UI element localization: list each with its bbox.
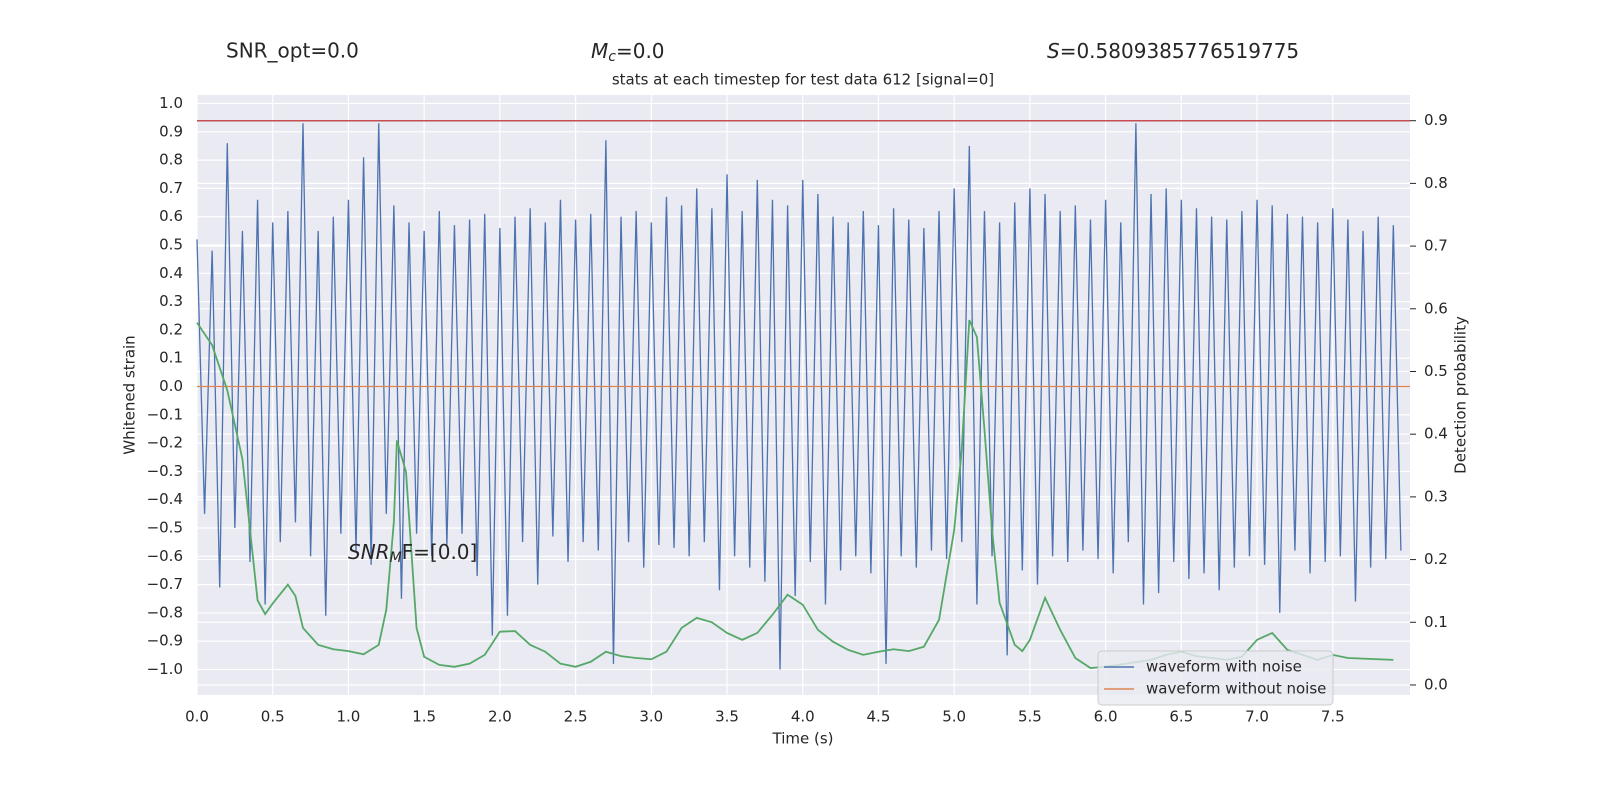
legend-box [1097,650,1334,706]
x-tick-label: 4.5 [867,708,891,726]
series-line [196,123,1402,670]
x-tick-label: 5.0 [942,708,966,726]
annotation-symbol: M [591,39,608,63]
y-axis-label: Whitened strain [121,335,139,454]
x-tick-label: 7.0 [1245,708,1269,726]
y2-tick-label: 0.6 [1424,299,1448,317]
annotation-text: =0.5809385776519775 [1060,39,1299,63]
chart-title: stats at each timestep for test data 612… [612,71,994,89]
x-tick-label: 1.0 [337,708,361,726]
y-tick-label: 0.6 [159,207,183,225]
legend-label: waveform without noise [1146,680,1326,698]
annotation: S=0.5809385776519775 [1047,39,1299,63]
y2-tick-label: 0.8 [1424,174,1448,192]
x-tick-label: 5.5 [1018,708,1042,726]
y-tick-label: 0.2 [159,320,183,338]
x-tick-label: 7.5 [1321,708,1345,726]
y-tick-label: 0.7 [159,179,183,197]
legend-label: waveform with noise [1146,658,1302,676]
y-tick-label: −0.5 [147,519,183,537]
y-tick-label: −0.4 [147,490,183,508]
x-tick-label: 2.5 [564,708,588,726]
annotation-sub: c [608,49,616,65]
annotation-symbol: SNR [348,540,390,564]
annotation-text: =0.0 [616,39,665,63]
y2-tick-label: 0.7 [1424,237,1448,255]
x-tick-label: 3.5 [715,708,739,726]
annotation-sub: M [390,550,402,566]
y-tick-label: −0.3 [147,462,183,480]
y-tick-label: −0.2 [147,434,183,452]
y2-tick-label: 0.3 [1424,487,1448,505]
x-tick-label: 0.0 [185,708,209,726]
y-tick-label: −0.9 [147,632,183,650]
series-line [196,319,1394,669]
x-tick-label: 4.0 [791,708,815,726]
y2-tick-label: 0.1 [1424,613,1448,631]
y-tick-label: 0.9 [159,122,183,140]
y-tick-label: −0.7 [147,575,183,593]
x-axis-label: Time (s) [772,730,834,748]
y2-tick-label: 0.5 [1424,362,1448,380]
annotation: Mc=0.0 [591,39,665,66]
y-tick-label: 0.4 [159,264,183,282]
y2-tick-label: 0.4 [1424,425,1448,443]
x-tick-label: 6.0 [1094,708,1118,726]
x-tick-label: 0.5 [261,708,285,726]
x-tick-label: 2.0 [488,708,512,726]
y-tick-label: 0.5 [159,236,183,254]
x-tick-label: 6.5 [1169,708,1193,726]
y-tick-label: 0.3 [159,292,183,310]
y-tick-label: −0.6 [147,547,183,565]
y-tick-label: 0.1 [159,349,183,367]
y2-tick-label: 0.9 [1424,111,1448,129]
y2-tick-label: 0.2 [1424,550,1448,568]
y-tick-label: −0.1 [147,405,183,423]
x-tick-label: 3.0 [639,708,663,726]
y-tick-label: −0.8 [147,603,183,621]
annotation: SNR_opt=0.0 [226,39,359,63]
y2-tick-label: 0.0 [1424,675,1448,693]
annotation-symbol: S [1047,39,1060,63]
y-tick-label: 0.0 [159,377,183,395]
y-tick-label: −1.0 [147,660,183,678]
annotation: SNRMF=[0.0] [348,540,477,567]
annotation-text: F=[0.0] [402,540,478,564]
x-tick-label: 1.5 [412,708,436,726]
y-tick-label: 0.8 [159,151,183,169]
y2-axis-label: Detection probability [1452,316,1470,474]
y-tick-label: 1.0 [159,94,183,112]
